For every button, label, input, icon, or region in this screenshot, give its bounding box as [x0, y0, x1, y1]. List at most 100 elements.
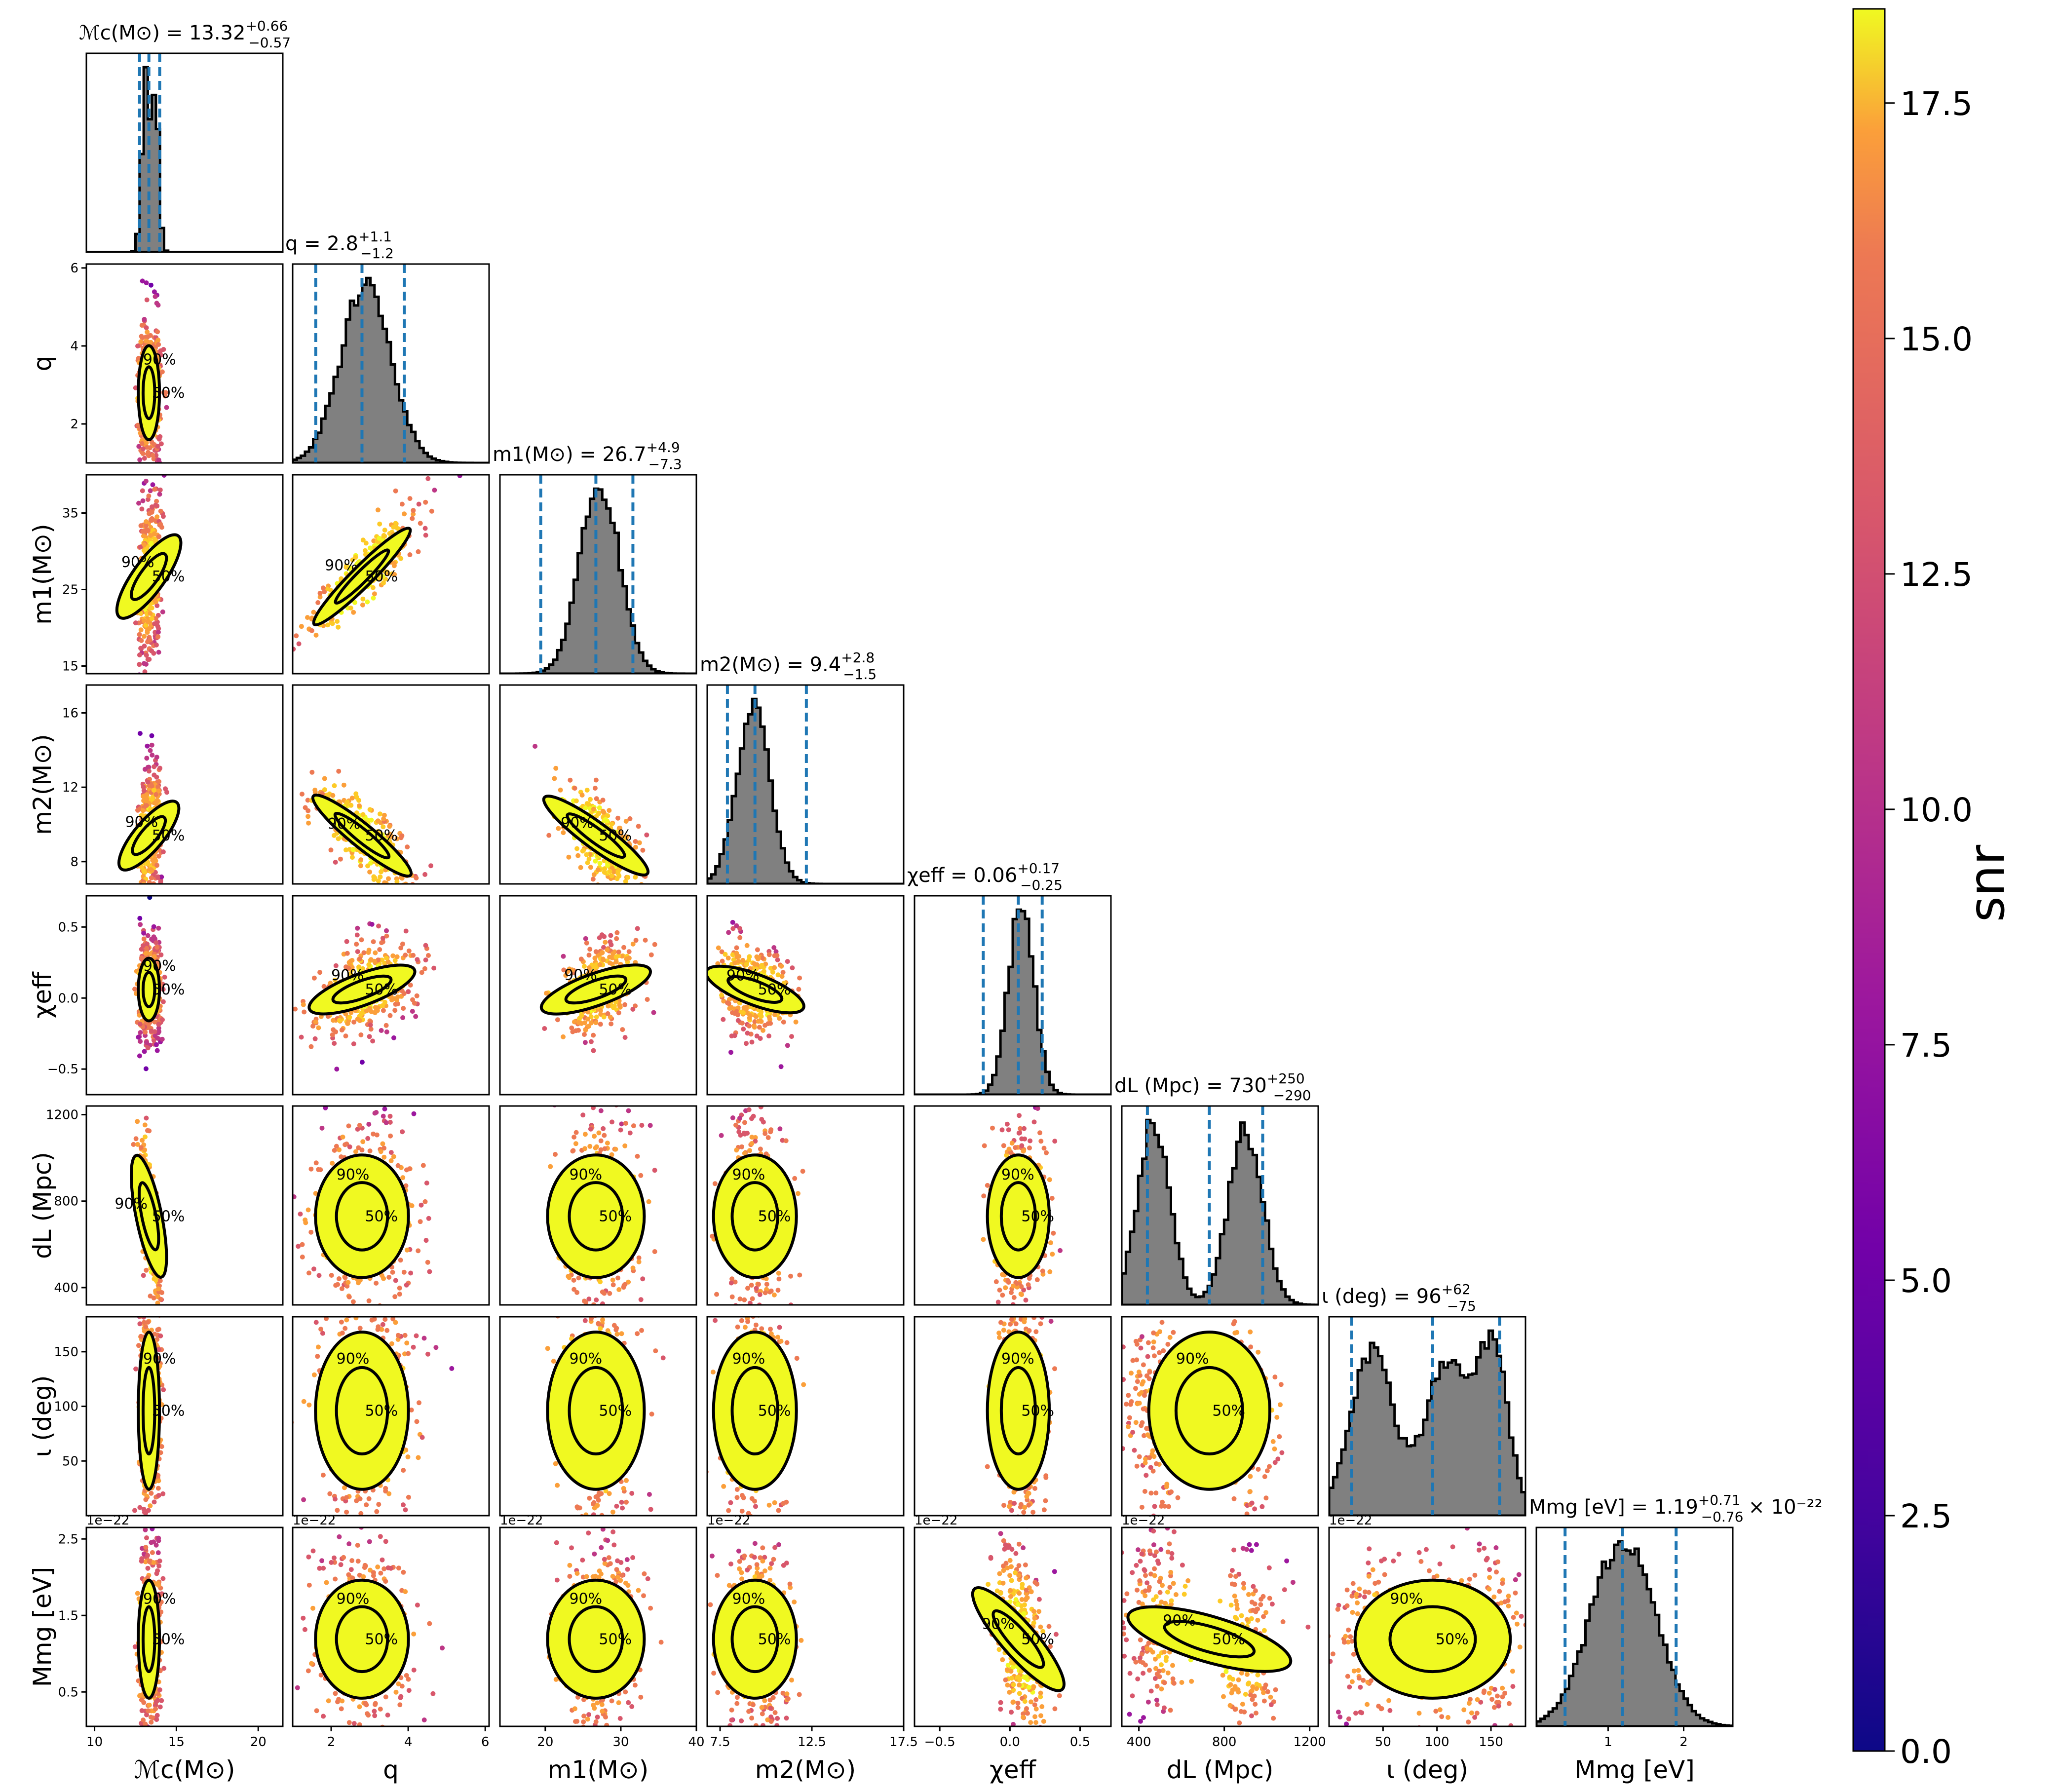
sample-point — [384, 955, 389, 961]
sample-point — [329, 1273, 334, 1278]
sample-point — [423, 499, 428, 505]
sample-point — [643, 938, 648, 943]
sample-point — [415, 957, 420, 962]
sample-point — [594, 796, 599, 801]
sample-point — [359, 1060, 365, 1065]
sample-point — [381, 533, 386, 538]
sample-point — [387, 1013, 393, 1018]
sample-point — [142, 766, 148, 772]
sample-point — [618, 1127, 623, 1133]
sample-point — [412, 892, 417, 897]
contour-50 — [566, 812, 626, 859]
sample-point — [591, 806, 596, 812]
panel-q-q: q = 2.8+1.1 −1.2 — [285, 229, 490, 464]
sample-point — [155, 1035, 160, 1041]
sample-point — [397, 891, 402, 896]
sample-point — [145, 445, 150, 450]
sample-point — [370, 1038, 376, 1044]
histogram — [915, 896, 1111, 1095]
sample-point — [771, 945, 777, 950]
sample-point — [300, 792, 305, 797]
sample-point — [375, 1305, 380, 1310]
sample-point — [155, 1308, 160, 1313]
sample-point — [623, 888, 628, 893]
sample-point — [724, 1000, 730, 1005]
sample-point — [643, 884, 648, 889]
sample-point — [357, 956, 363, 961]
sample-point — [741, 1010, 746, 1015]
panel-title: χeff = 0.06+0.17 −0.25 — [907, 860, 1063, 893]
sample-point — [754, 1033, 760, 1039]
panel-title: m2(M⊙) = 9.4+2.8 −1.5 — [700, 649, 877, 683]
sample-point — [160, 999, 166, 1004]
sample-point — [144, 280, 149, 286]
sample-point — [623, 819, 629, 824]
title-upper-error: +0.66 — [245, 18, 288, 34]
scatter-points: 50%90% — [133, 278, 185, 463]
sample-point — [616, 826, 622, 831]
contour-50 — [131, 815, 167, 856]
sample-point — [138, 523, 144, 529]
sample-point — [357, 1123, 362, 1128]
sample-point — [613, 954, 619, 959]
sample-point — [749, 1039, 755, 1045]
sample-point — [558, 787, 563, 793]
sample-point — [146, 764, 152, 770]
sample-point — [152, 1029, 157, 1034]
sample-point — [644, 832, 649, 838]
sample-point — [140, 488, 145, 494]
sample-point — [594, 813, 599, 819]
sample-point — [156, 1320, 161, 1325]
sample-point — [404, 1282, 409, 1288]
sample-point — [330, 793, 336, 798]
sample-point — [602, 1133, 607, 1138]
y-tick-label: 12 — [62, 780, 78, 795]
sample-point — [138, 1039, 143, 1044]
sample-point — [157, 492, 162, 497]
y-axis-label: m2(M⊙) — [28, 734, 57, 835]
sample-point — [145, 1045, 151, 1051]
sample-point — [140, 943, 146, 949]
sample-point — [372, 958, 377, 964]
sample-point — [614, 930, 620, 935]
sample-point — [156, 534, 162, 539]
sample-point — [734, 923, 739, 928]
sample-point — [423, 943, 428, 948]
sample-point — [429, 508, 434, 514]
sample-point — [552, 776, 557, 781]
sample-point — [424, 919, 429, 924]
contour-label-50: 50% — [599, 827, 632, 844]
sample-point — [371, 877, 377, 882]
sample-point — [331, 1027, 336, 1032]
sample-point — [369, 817, 374, 823]
sample-point — [139, 334, 144, 339]
sample-point — [353, 555, 358, 560]
sample-point — [152, 904, 156, 909]
scatter-points: 50%90% — [115, 475, 185, 674]
sample-point — [721, 1017, 726, 1022]
sample-point — [149, 616, 154, 621]
sample-point — [596, 1305, 601, 1310]
sample-point — [401, 1006, 406, 1011]
sample-point — [341, 782, 346, 788]
sample-point — [380, 1003, 385, 1008]
title-upper-error: +1.1 — [358, 229, 392, 245]
sample-point — [605, 813, 610, 818]
sample-point — [299, 1034, 304, 1040]
panel-frame — [85, 474, 284, 675]
sample-point — [156, 458, 161, 463]
sample-point — [144, 325, 149, 331]
sample-point — [409, 1203, 415, 1208]
sample-point — [153, 642, 159, 648]
contour-50 — [141, 971, 156, 1008]
sample-point — [164, 405, 169, 410]
contour-label-90: 90% — [561, 814, 594, 832]
sample-point — [587, 947, 593, 952]
sample-point — [651, 1010, 656, 1015]
sample-point — [607, 808, 612, 813]
sample-point — [305, 1207, 311, 1213]
sample-point — [137, 731, 143, 736]
sample-point — [408, 1270, 414, 1276]
sample-point — [143, 889, 148, 894]
